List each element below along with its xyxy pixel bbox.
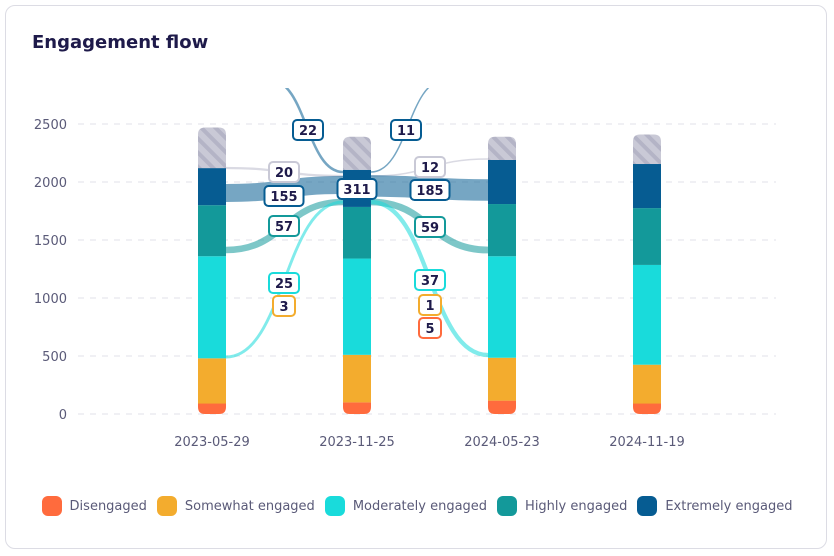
data-label: 185 (409, 179, 451, 201)
y-tick-label: 2000 (34, 176, 67, 191)
bar-segment (198, 168, 226, 206)
data-label-box (336, 178, 378, 200)
data-label: 59 (414, 216, 446, 238)
data-label-text: 311 (343, 183, 370, 198)
bar-segment (343, 354, 371, 403)
y-tick-label: 500 (42, 350, 67, 365)
data-label: 11 (390, 119, 422, 141)
stacked-bar (488, 136, 516, 414)
bar-segment (343, 136, 371, 170)
legend-label: Moderately engaged (352, 498, 488, 514)
data-label-text: 59 (421, 221, 439, 236)
bar-segment (488, 204, 516, 257)
data-label-box (272, 295, 296, 317)
data-label: 5 (418, 317, 442, 339)
data-label-text: 12 (421, 161, 439, 176)
data-label-box (414, 269, 446, 291)
data-label-box (414, 216, 446, 238)
data-label-box (418, 294, 442, 316)
data-label: 311 (336, 178, 378, 200)
data-label-box (409, 179, 451, 201)
data-label-text: 185 (416, 184, 443, 199)
legend-item[interactable]: Disengaged (41, 496, 147, 516)
data-label-text: 57 (275, 220, 293, 235)
x-tick-label: 2023-11-25 (319, 435, 395, 450)
data-label-text: 3 (279, 300, 288, 315)
bar-segment (633, 208, 661, 265)
data-label-box (292, 119, 324, 141)
bar-segment (488, 136, 516, 160)
legend-item[interactable]: Extremely engaged (637, 496, 792, 516)
bar-segment (633, 134, 661, 165)
y-tick-label: 0 (59, 408, 67, 423)
data-label: 20 (268, 161, 300, 183)
x-tick-label: 2023-05-29 (174, 435, 250, 450)
bar-segment (633, 364, 661, 404)
data-label-box (268, 272, 300, 294)
legend: Disengaged Somewhat engaged Moderately eng… (0, 496, 834, 516)
data-label: 37 (414, 269, 446, 291)
data-label: 3 (272, 295, 296, 317)
legend-swatch (156, 496, 177, 516)
bar-segment (488, 256, 516, 358)
data-label-box (263, 185, 305, 207)
legend-swatch (497, 496, 518, 516)
data-label-text: 37 (421, 274, 439, 289)
data-label-box (418, 317, 442, 339)
bar-segment (633, 164, 661, 209)
y-tick-label: 1500 (34, 234, 67, 249)
data-label-text: 155 (270, 190, 297, 205)
bar-segment (198, 358, 226, 404)
stacked-bar (343, 136, 371, 414)
bar-segment (198, 403, 226, 414)
data-label-text: 11 (397, 124, 415, 139)
data-label: 1 (418, 294, 442, 316)
data-label: 22 (292, 119, 324, 141)
legend-label: Highly engaged (525, 498, 628, 514)
bar-segment (198, 205, 226, 257)
data-label: 57 (268, 215, 300, 237)
bar-segment (488, 357, 516, 401)
legend-label: Extremely engaged (665, 498, 793, 514)
y-tick-label: 2500 (34, 118, 67, 133)
data-label-box (390, 119, 422, 141)
bar-segment (198, 256, 226, 359)
data-label-text: 25 (275, 277, 293, 292)
bar-segment (488, 400, 516, 414)
legend-swatch (637, 496, 658, 516)
y-tick-label: 1000 (34, 292, 67, 307)
x-tick-label: 2024-11-19 (609, 435, 685, 450)
legend-item[interactable]: Somewhat engaged (156, 496, 315, 516)
data-label: 155 (263, 185, 305, 207)
bar-segment (633, 403, 661, 414)
legend-swatch (324, 496, 345, 516)
legend-label: Disengaged (69, 498, 147, 514)
bar-segment (343, 258, 371, 355)
bar-segment (633, 264, 661, 365)
x-tick-label: 2024-05-23 (464, 435, 540, 450)
data-label: 25 (268, 272, 300, 294)
data-label-box (268, 161, 300, 183)
data-label-box (414, 156, 446, 178)
data-label-box (268, 215, 300, 237)
chart-title: Engagement flow (32, 32, 209, 53)
stacked-bar (198, 127, 226, 414)
legend-item[interactable]: Highly engaged (497, 496, 627, 516)
data-label-text: 20 (275, 166, 293, 181)
data-label-text: 22 (299, 124, 317, 139)
stacked-bar (633, 134, 661, 414)
bar-segment (343, 206, 371, 259)
bar-segment (488, 159, 516, 205)
data-label-text: 1 (425, 299, 434, 314)
legend-swatch (41, 496, 62, 516)
bar-segment (198, 127, 226, 169)
data-label: 12 (414, 156, 446, 178)
data-label-text: 5 (425, 322, 434, 337)
legend-label: Somewhat engaged (184, 498, 315, 514)
legend-item[interactable]: Moderately engaged (324, 496, 488, 516)
bar-segment (343, 402, 371, 414)
